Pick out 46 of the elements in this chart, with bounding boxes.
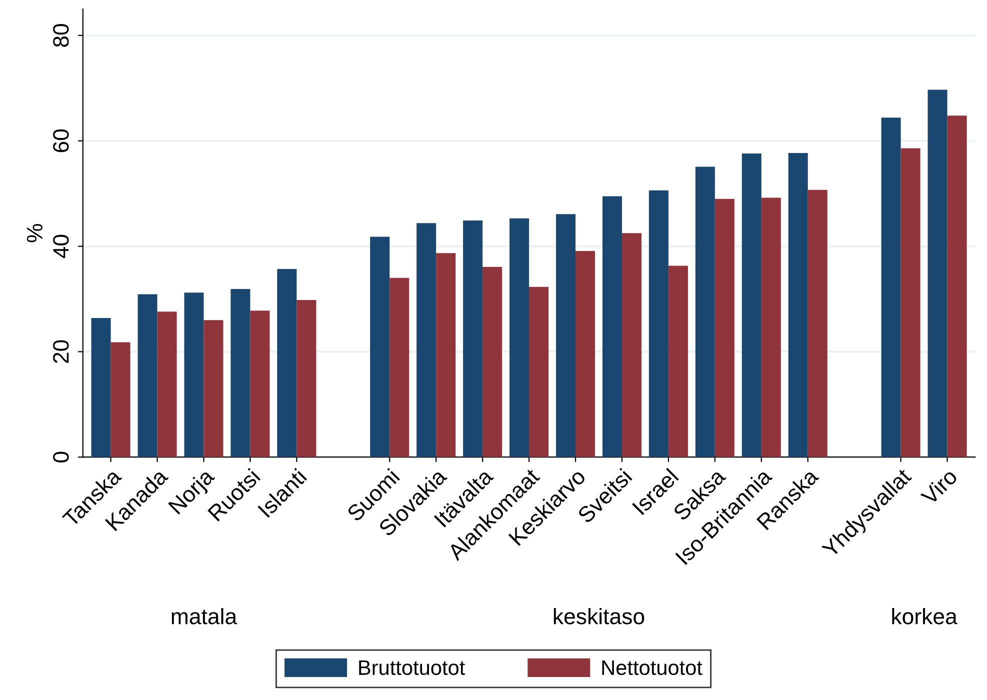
bar [668, 266, 688, 458]
bar [529, 286, 549, 458]
bar [900, 148, 920, 458]
bar [230, 288, 250, 458]
text: korkea [892, 608, 958, 624]
bar [556, 214, 576, 458]
x-tick-label: Viro [920, 467, 958, 506]
bar [436, 253, 456, 458]
y-tick-label: 20 [53, 340, 69, 363]
bar [463, 220, 483, 458]
y-tick-label: 80 [53, 24, 69, 47]
bar [91, 318, 111, 458]
bar [390, 278, 410, 458]
legend-label: Nettotuotot [602, 660, 702, 676]
bar [928, 90, 948, 458]
bar [296, 300, 316, 458]
bar [648, 190, 668, 458]
bar [695, 166, 715, 458]
bar [370, 236, 390, 458]
bar [416, 223, 436, 458]
bar [714, 198, 734, 458]
bar [204, 320, 224, 458]
bar [881, 118, 901, 458]
bar [510, 218, 530, 458]
bar [761, 198, 781, 458]
y-tick-label: 0 [53, 452, 69, 462]
y-tick-label: 40 [53, 234, 69, 258]
text: keskitaso [554, 608, 644, 624]
text: matala [172, 608, 238, 624]
bar [110, 342, 130, 458]
bar [482, 266, 502, 458]
bar [808, 190, 828, 458]
bar [138, 294, 158, 458]
y-axis-title: % [26, 224, 42, 242]
bar [742, 154, 762, 458]
bar [602, 196, 622, 458]
y-tick-label: 60 [53, 129, 69, 152]
bar [788, 152, 808, 458]
bar [277, 268, 297, 458]
bar [157, 312, 177, 458]
bar [250, 310, 270, 458]
bar [947, 116, 967, 458]
bar [622, 233, 642, 458]
legend-label: Bruttotuotot [359, 660, 465, 676]
bar [184, 292, 204, 458]
bar [576, 251, 596, 458]
